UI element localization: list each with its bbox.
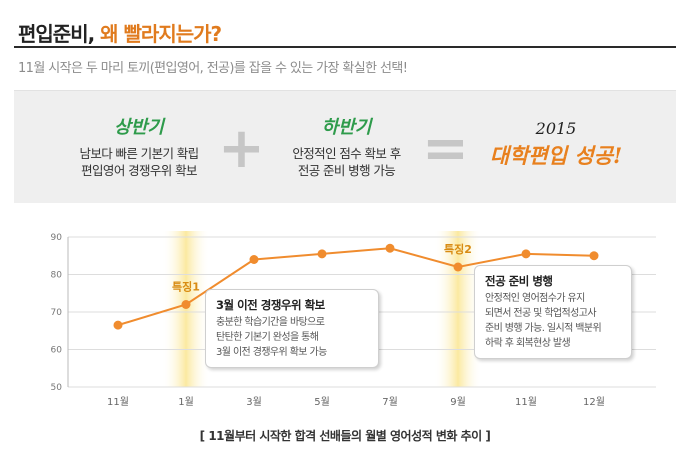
callout-title: 3월 이전 경쟁우위 확보	[216, 298, 325, 312]
feature-label: 특징1	[172, 280, 200, 294]
data-point	[453, 262, 463, 272]
plus-icon: +	[218, 116, 265, 181]
x-tick-label: 3월	[246, 396, 262, 408]
y-tick-label: 70	[51, 308, 63, 318]
result-block: 2015 대학편입 성공!	[466, 119, 646, 170]
result-year: 2015	[535, 119, 577, 138]
first-half-title: 상반기	[114, 117, 164, 138]
callout-title: 전공 준비 병행	[485, 274, 553, 288]
strategy-banner: 상반기 남보다 빠른 기본기 확립 편입영어 경쟁우위 확보 + 하반기 안정적…	[14, 91, 676, 203]
title-accent: 왜 빨라지는가?	[100, 22, 222, 46]
callout-body: 충분한 학습기간을 바탕으로 탄탄한 기본기 완성을 통해 3월 이전 경쟁우위…	[216, 317, 327, 358]
data-point	[181, 300, 191, 309]
data-point	[385, 243, 395, 253]
x-tick-label: 5월	[314, 396, 330, 408]
second-half-block: 하반기 안정적인 점수 확보 후 전공 준비 병행 가능	[259, 113, 434, 179]
data-point	[521, 249, 531, 259]
data-point	[113, 320, 123, 330]
x-tick-label: 12월	[583, 396, 605, 408]
result-text: 대학편입 성공!	[489, 143, 623, 168]
callout-feature2: 전공 준비 병행 안정적인 영어점수가 유지 되면서 전공 및 학업적성고사 준…	[474, 265, 632, 359]
equals-icon: =	[422, 116, 469, 181]
callout-body: 안정적인 영어점수가 유지 되면서 전공 및 학업적성고사 준비 병행 가능. …	[485, 293, 602, 349]
x-tick-label: 7월	[382, 396, 398, 408]
feature-label: 특징2	[444, 242, 472, 256]
y-tick-label: 80	[51, 271, 63, 281]
first-half-block: 상반기 남보다 빠른 기본기 확립 편입영어 경쟁우위 확보	[44, 113, 234, 179]
y-tick-label: 50	[51, 383, 63, 393]
x-tick-label: 9월	[450, 396, 466, 408]
second-half-line2: 전공 준비 병행 가능	[297, 163, 396, 178]
content-panel: 상반기 남보다 빠른 기본기 확립 편입영어 경쟁우위 확보 + 하반기 안정적…	[14, 90, 676, 457]
title-divider	[14, 46, 676, 48]
y-tick-label: 60	[51, 346, 63, 356]
x-tick-label: 11월	[515, 396, 537, 408]
second-half-line1: 안정적인 점수 확보 후	[292, 146, 401, 161]
data-point	[317, 249, 327, 259]
page-title: 편입준비, 왜 빨라지는가?	[18, 18, 222, 47]
data-point	[249, 255, 259, 264]
page-subtitle: 11월 시작은 두 마리 토끼(편입영어, 전공)를 잡을 수 있는 가장 확실…	[18, 61, 408, 76]
title-dark: 편입준비,	[18, 22, 95, 46]
first-half-line2: 편입영어 경쟁우위 확보	[81, 163, 197, 178]
y-tick-label: 90	[51, 233, 63, 243]
second-half-title: 하반기	[321, 117, 372, 138]
chart-caption: [ 11월부터 시작한 합격 선배들의 월별 영어성적 변화 추이 ]	[199, 429, 491, 443]
first-half-line1: 남보다 빠른 기본기 확립	[79, 146, 199, 161]
x-tick-label: 1월	[178, 396, 194, 408]
score-chart: 50 60 70 80 90 11월 1월 3월 5월 7월 9월 11월 12월 특징1 특징2	[51, 231, 656, 408]
callout-feature1: 3월 이전 경쟁우위 확보 충분한 학습기간을 바탕으로 탄탄한 기본기 완성을…	[205, 289, 379, 368]
x-tick-label: 11월	[107, 396, 129, 408]
series-line	[117, 247, 595, 327]
data-point	[589, 251, 599, 261]
